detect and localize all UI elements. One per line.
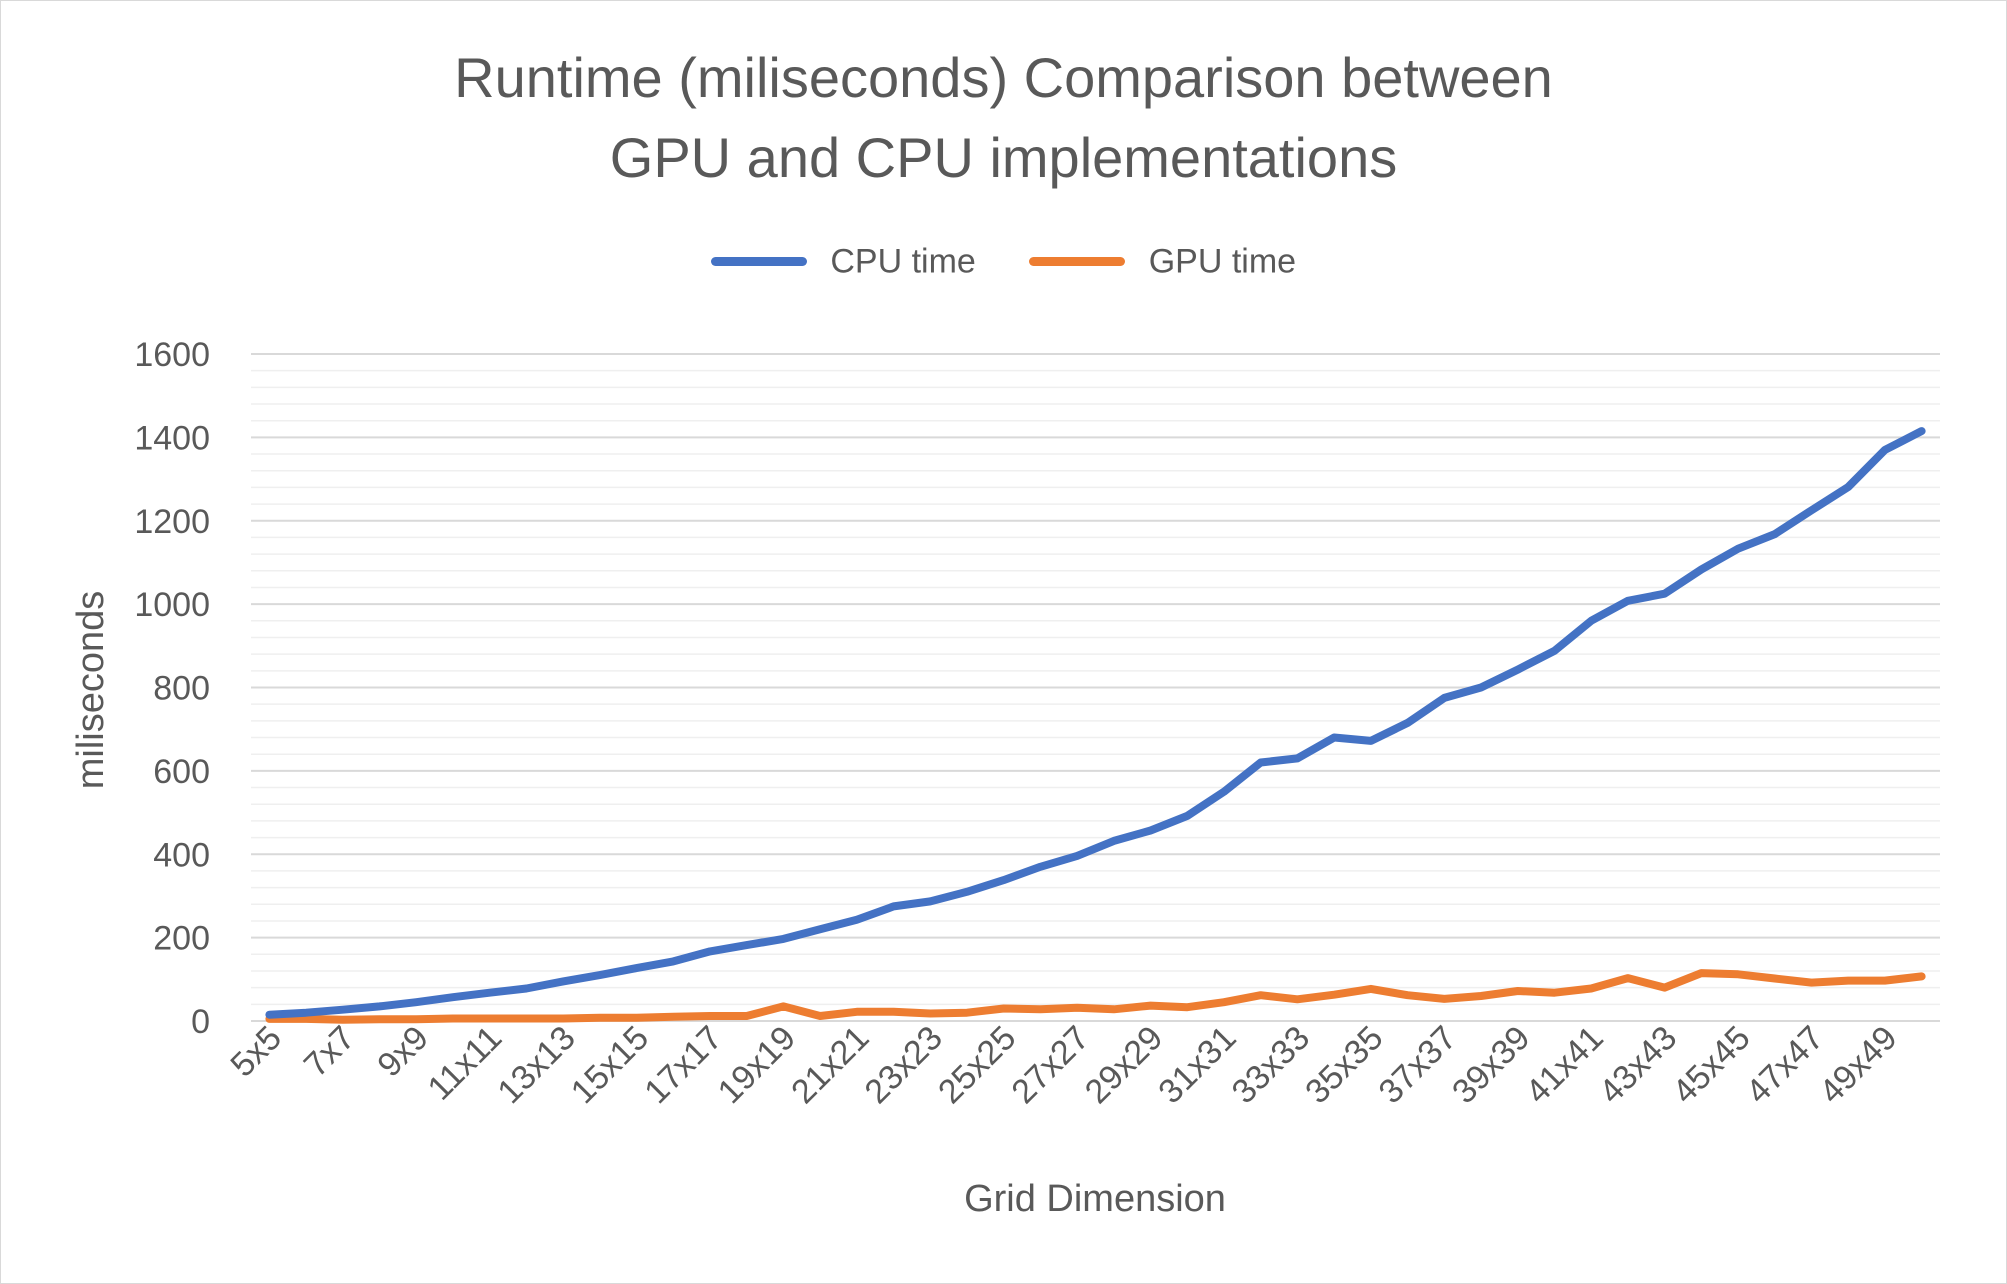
x-tick-label: 27x27 [1004, 1019, 1096, 1111]
legend-label-cpu: CPU time [830, 242, 976, 281]
x-tick-label: 23x23 [858, 1019, 950, 1111]
y-tick-label: 800 [153, 670, 210, 708]
legend-swatch-gpu [1029, 257, 1126, 267]
y-tick-label: 600 [153, 753, 210, 791]
x-tick-label: 21x21 [784, 1019, 876, 1111]
legend-item-cpu: CPU time [710, 241, 976, 282]
y-axis-ticks: 0 200 400 600 800 1000 1200 1400 1600 [134, 336, 210, 1041]
y-tick-label: 1400 [134, 419, 210, 457]
x-tick-label: 33x33 [1225, 1019, 1317, 1111]
x-axis-title: Grid Dimension [964, 1178, 1226, 1220]
y-tick-label: 400 [153, 836, 210, 874]
x-tick-label: 39x39 [1445, 1019, 1537, 1111]
y-tick-label: 1000 [134, 586, 210, 624]
x-tick-label: 37x37 [1372, 1019, 1464, 1111]
legend: CPU time GPU time [0, 240, 2007, 281]
y-axis-title: miliseconds [70, 591, 112, 790]
x-tick-label: 11x11 [421, 1019, 510, 1108]
legend-label-gpu: GPU time [1148, 242, 1297, 281]
x-tick-label: 45x45 [1665, 1019, 1757, 1111]
x-tick-label: 13x13 [490, 1019, 582, 1111]
x-axis-ticks: 5x5 7x7 9x911x1113x1315x1517x1719x1921x212… [223, 1019, 1904, 1111]
y-tick-label: 0 [191, 1003, 210, 1041]
x-tick-label: 31x31 [1151, 1019, 1243, 1111]
series-line-gpu [265, 969, 1926, 1024]
legend-swatch-cpu [710, 257, 807, 267]
y-tick-label: 200 [153, 920, 210, 958]
x-tick-label: 5x5 [223, 1019, 289, 1085]
x-tick-label: 19x19 [711, 1019, 803, 1111]
minor-gridlines [251, 369, 1940, 1006]
chart-title-line-2: GPU and CPU implementations [609, 126, 1398, 189]
x-tick-label: 49x49 [1812, 1019, 1904, 1111]
series-lines [265, 427, 1926, 1024]
chart-title: Runtime (miliseconds) Comparison between… [0, 38, 2007, 198]
y-tick-label: 1600 [134, 336, 210, 374]
legend-item-gpu: GPU time [1029, 241, 1296, 282]
x-tick-label: 35x35 [1298, 1019, 1390, 1111]
x-tick-label: 7x7 [297, 1019, 363, 1085]
y-tick-label: 1200 [134, 503, 210, 541]
x-tick-label: 41x41 [1518, 1019, 1610, 1111]
x-tick-label: 15x15 [564, 1019, 656, 1111]
x-tick-label: 47x47 [1739, 1019, 1831, 1111]
chart-title-line-1: Runtime (miliseconds) Comparison between [454, 46, 1553, 109]
x-tick-label: 29x29 [1078, 1019, 1170, 1111]
x-tick-label: 17x17 [637, 1019, 729, 1111]
x-tick-label: 43x43 [1592, 1019, 1684, 1111]
series-line-cpu [265, 427, 1926, 1019]
major-gridlines [251, 353, 1940, 1022]
x-tick-label: 25x25 [931, 1019, 1023, 1111]
